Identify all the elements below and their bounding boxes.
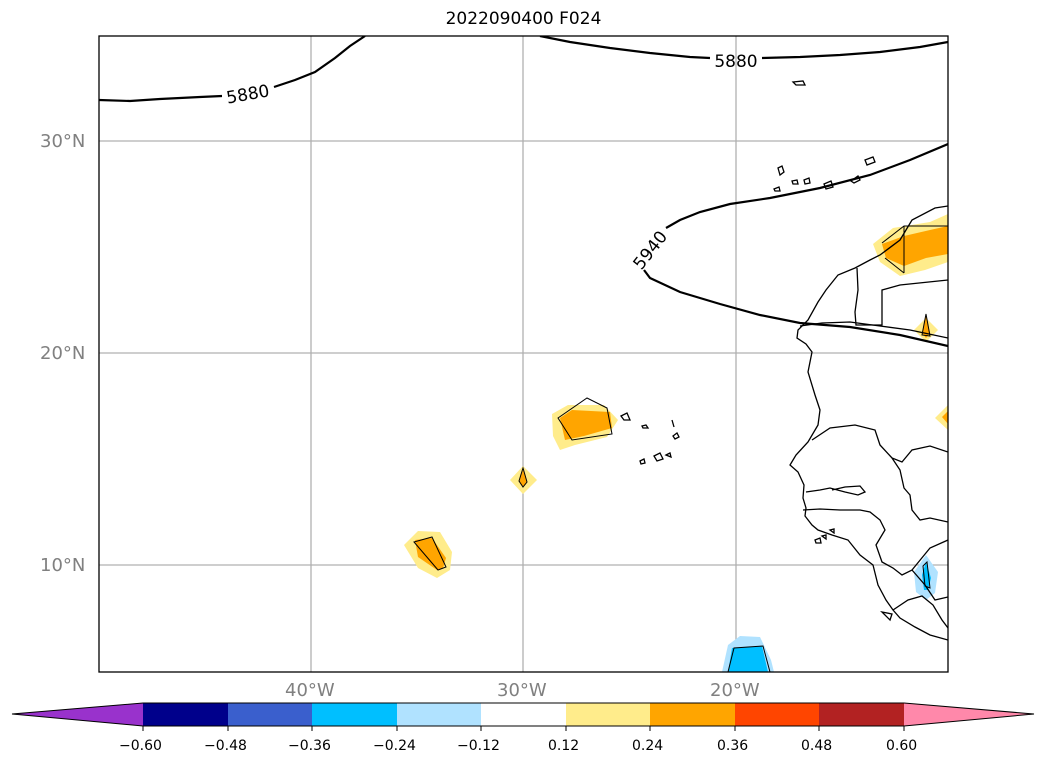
- colorbar-tick-label: −0.48: [204, 738, 247, 754]
- anomaly-contours: [413, 225, 948, 672]
- colorbar: [11, 702, 1035, 731]
- colorbar-extend-min: [12, 703, 143, 726]
- contour-label-5880: 5880: [225, 81, 271, 108]
- contour-5880-east: [761, 40, 948, 60]
- negative-anomaly-core: [728, 646, 768, 672]
- positive-anomaly-core: [519, 470, 527, 487]
- positive-anomaly-core: [415, 538, 446, 570]
- positive-anomaly-core: [882, 226, 948, 266]
- colorbar-tick-label: −0.24: [373, 738, 416, 754]
- positive-anomaly-core: [560, 410, 612, 440]
- lon-label-20w: 20°W: [710, 680, 760, 701]
- contour-5880-west: [99, 94, 223, 103]
- colorbar-extend-max: [904, 703, 1034, 726]
- colorbar-tick-label: −0.36: [288, 738, 331, 754]
- gridlines: [99, 36, 948, 672]
- lon-label-40w: 40°W: [285, 680, 335, 701]
- contour-5880-east: [539, 36, 711, 60]
- lat-label-10n: 10°N: [40, 555, 86, 576]
- contour-5880-west: [273, 36, 366, 89]
- contour-label-5880: 5880: [714, 52, 757, 72]
- colorbar-tick-label: 0.12: [548, 738, 580, 754]
- colorbar-tick-label: −0.60: [119, 738, 162, 754]
- plot-frame: [98, 35, 949, 673]
- contour-5940-lower: [643, 269, 948, 348]
- positive-anomaly-core: [922, 314, 930, 338]
- contour-label-5940: 5940: [630, 227, 672, 273]
- colorbar-tick-label: 0.60: [886, 738, 918, 754]
- lon-label-30w: 30°W: [497, 680, 547, 701]
- colorbar-tick-label: 0.24: [632, 738, 664, 754]
- lat-label-20n: 20°N: [40, 343, 86, 364]
- colorbar-tick-label: 0.48: [801, 738, 833, 754]
- contour-5940-upper: [665, 142, 948, 229]
- map-title: 2022090400 F024: [445, 9, 602, 29]
- coastlines: [620, 80, 948, 641]
- map-plot-area: [99, 36, 948, 672]
- positive-anomaly-region: [935, 405, 948, 430]
- height-contours: [99, 36, 948, 348]
- positive-anomaly-core: [942, 411, 948, 424]
- colorbar-tick-label: −0.12: [457, 738, 500, 754]
- shaded-anomalies: [404, 214, 948, 672]
- colorbar-tick-label: 0.36: [717, 738, 749, 754]
- lat-label-30n: 30°N: [40, 131, 86, 152]
